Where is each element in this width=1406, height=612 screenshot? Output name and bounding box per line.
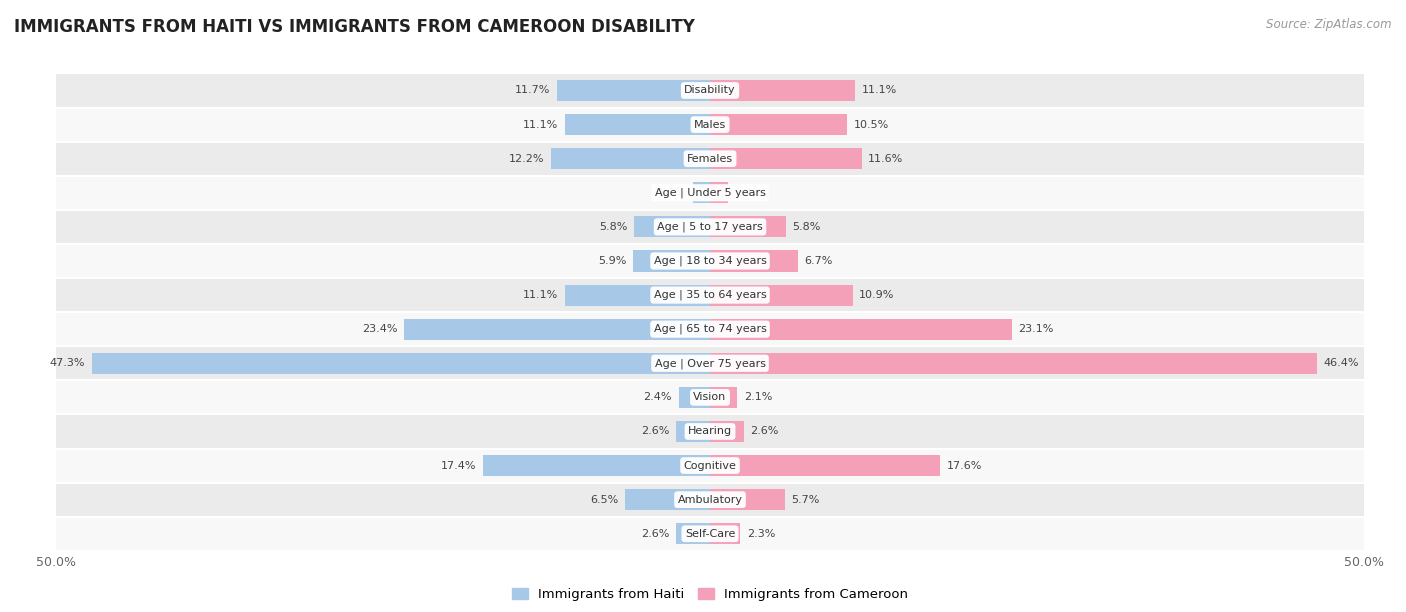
Text: 11.1%: 11.1% [862,86,897,95]
Bar [626,489,710,510]
Bar [634,216,710,237]
Text: Age | 18 to 34 years: Age | 18 to 34 years [654,256,766,266]
Bar [482,455,710,476]
Bar [710,80,855,101]
Text: 5.7%: 5.7% [792,494,820,505]
Text: 6.5%: 6.5% [591,494,619,505]
Bar [710,182,728,203]
Text: 5.8%: 5.8% [793,222,821,232]
Bar [710,216,786,237]
Text: IMMIGRANTS FROM HAITI VS IMMIGRANTS FROM CAMEROON DISABILITY: IMMIGRANTS FROM HAITI VS IMMIGRANTS FROM… [14,18,695,36]
Text: Source: ZipAtlas.com: Source: ZipAtlas.com [1267,18,1392,31]
Bar [56,312,1364,346]
Text: 46.4%: 46.4% [1323,358,1358,368]
Bar [710,489,785,510]
Bar [91,353,710,374]
Bar [557,80,710,101]
Text: 11.1%: 11.1% [523,119,558,130]
Bar [565,114,710,135]
Text: 11.1%: 11.1% [523,290,558,300]
Text: 2.6%: 2.6% [641,427,669,436]
Text: 2.6%: 2.6% [751,427,779,436]
Text: 5.8%: 5.8% [599,222,627,232]
Bar [56,244,1364,278]
Bar [676,523,710,544]
Bar [710,353,1317,374]
Text: 2.4%: 2.4% [644,392,672,402]
Bar [710,148,862,170]
Text: 1.4%: 1.4% [735,188,763,198]
Text: 11.7%: 11.7% [515,86,551,95]
Legend: Immigrants from Haiti, Immigrants from Cameroon: Immigrants from Haiti, Immigrants from C… [506,583,914,606]
Text: Females: Females [688,154,733,163]
Text: Disability: Disability [685,86,735,95]
Bar [710,250,797,272]
Bar [565,285,710,305]
Bar [56,278,1364,312]
Text: 11.6%: 11.6% [869,154,904,163]
Bar [56,210,1364,244]
Text: Vision: Vision [693,392,727,402]
Text: Age | Over 75 years: Age | Over 75 years [655,358,765,368]
Bar [56,346,1364,380]
Bar [710,319,1012,340]
Text: 1.3%: 1.3% [658,188,686,198]
Bar [56,176,1364,210]
Bar [693,182,710,203]
Bar [56,414,1364,449]
Bar [676,421,710,442]
Bar [710,421,744,442]
Text: Age | Under 5 years: Age | Under 5 years [655,187,765,198]
Bar [404,319,710,340]
Text: 2.6%: 2.6% [641,529,669,539]
Text: Males: Males [695,119,725,130]
Bar [710,387,738,408]
Text: 23.1%: 23.1% [1018,324,1054,334]
Text: 23.4%: 23.4% [361,324,398,334]
Bar [710,455,941,476]
Bar [679,387,710,408]
Text: Age | 65 to 74 years: Age | 65 to 74 years [654,324,766,334]
Bar [56,108,1364,141]
Text: Age | 5 to 17 years: Age | 5 to 17 years [657,222,763,232]
Text: Hearing: Hearing [688,427,733,436]
Bar [710,285,852,305]
Bar [710,114,848,135]
Text: 6.7%: 6.7% [804,256,832,266]
Bar [56,73,1364,108]
Bar [710,523,740,544]
Text: 12.2%: 12.2% [509,154,544,163]
Bar [56,380,1364,414]
Text: Cognitive: Cognitive [683,461,737,471]
Text: 2.1%: 2.1% [744,392,772,402]
Bar [633,250,710,272]
Text: 10.9%: 10.9% [859,290,894,300]
Text: 5.9%: 5.9% [598,256,626,266]
Text: Age | 35 to 64 years: Age | 35 to 64 years [654,290,766,300]
Bar [56,141,1364,176]
Text: 47.3%: 47.3% [49,358,84,368]
Text: 2.3%: 2.3% [747,529,775,539]
Bar [56,483,1364,517]
Bar [56,517,1364,551]
Text: 17.6%: 17.6% [946,461,981,471]
Bar [56,449,1364,483]
Text: Ambulatory: Ambulatory [678,494,742,505]
Bar [551,148,710,170]
Text: 10.5%: 10.5% [853,119,889,130]
Text: Self-Care: Self-Care [685,529,735,539]
Text: 17.4%: 17.4% [440,461,477,471]
